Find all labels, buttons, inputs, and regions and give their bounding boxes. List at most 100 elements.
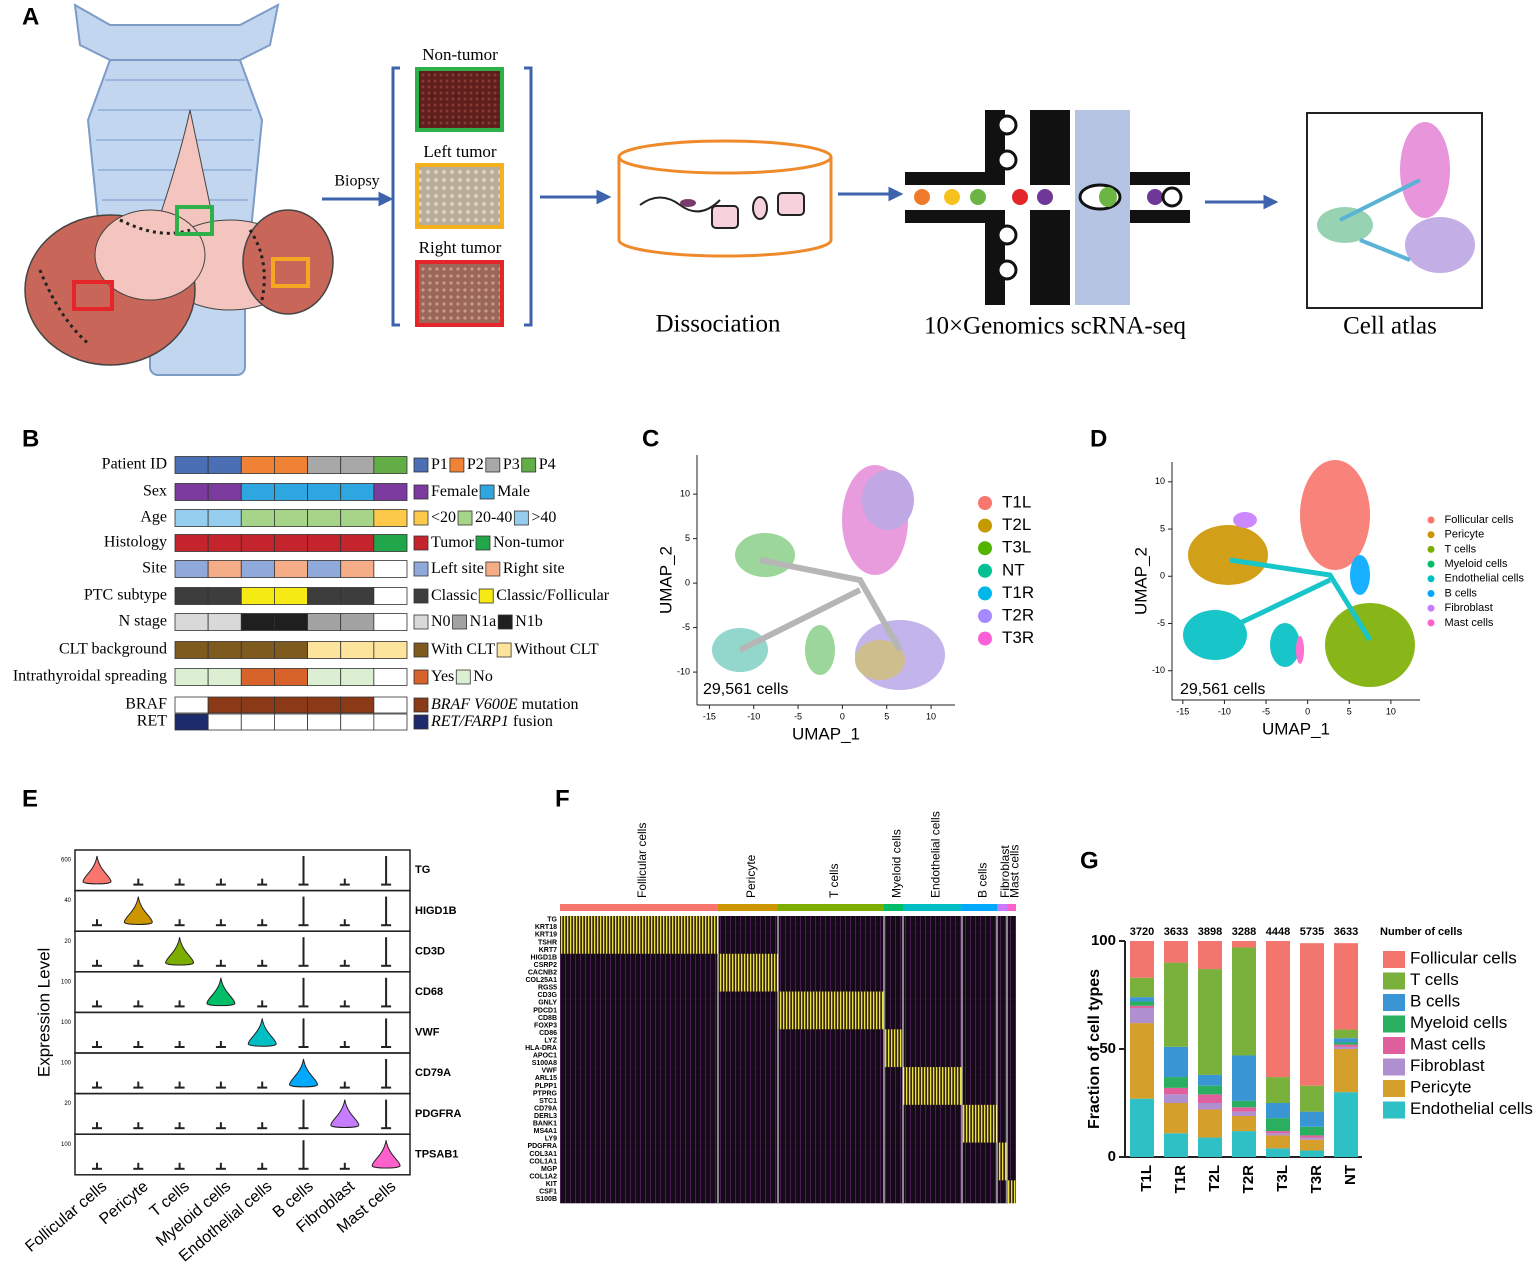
- umap-d-clusters: [1183, 460, 1415, 687]
- heatmap-cell: [903, 1036, 962, 1045]
- legend-swatch: [485, 457, 501, 473]
- x-tick-label: T1R: [1172, 1165, 1189, 1194]
- heatmap-cell: [962, 961, 997, 970]
- heatmap-cell: [718, 961, 778, 970]
- gene-label: CD86: [539, 1030, 557, 1037]
- gene-label: KRT7: [539, 947, 557, 954]
- heatmap-cell: [718, 938, 778, 947]
- violin-row: [74, 849, 411, 892]
- heatmap-cell: [962, 1067, 997, 1075]
- heatmap-cell: [1007, 931, 1016, 939]
- annotation-cell: [207, 613, 242, 631]
- legend-text: Follicular cells: [1410, 948, 1517, 967]
- heatmap-cell: [884, 1074, 903, 1083]
- annotation-cell: [274, 560, 308, 578]
- cell-atlas-thumbnail: [1306, 112, 1483, 309]
- legend-text: >40: [531, 509, 556, 526]
- panel-label: C: [642, 425, 659, 452]
- legend-text: Tumor: [431, 534, 475, 551]
- heatmap-cell: [718, 1172, 778, 1181]
- legend-dot: [1427, 619, 1435, 627]
- annotation: 29,561 cells: [1180, 681, 1265, 698]
- bar-segment: [1130, 1005, 1154, 1008]
- heatmap-cell: [718, 1067, 778, 1075]
- heatmap-cell: [997, 1014, 1007, 1023]
- heatmap-cell: [778, 1142, 884, 1151]
- gene-label: CD8B: [538, 1015, 557, 1022]
- legend-text: P4: [539, 456, 556, 473]
- heatmap-cell: [1007, 1195, 1016, 1204]
- heatmap-cell: [560, 968, 718, 977]
- legend-text-part: Tumor: [431, 534, 475, 551]
- annotation-cell: [373, 713, 408, 731]
- heatmap-cell: [903, 1059, 962, 1068]
- heatmap-cell: [778, 916, 884, 924]
- bar-segment: [1334, 1044, 1358, 1047]
- violin-row: [74, 1011, 411, 1054]
- x-tick-label: 10: [926, 711, 936, 721]
- heatmap-cell: [903, 1082, 962, 1091]
- x-tick-label: -10: [747, 711, 760, 721]
- heatmap-cell: [962, 983, 997, 992]
- bar-segment: [1266, 1077, 1290, 1103]
- row-label: Intrathyroidal spreading: [13, 668, 167, 685]
- step-label: 10×Genomics scRNA-seq: [924, 313, 1186, 340]
- heatmap-cell: [962, 1029, 997, 1038]
- heatmap-cell: [903, 1180, 962, 1189]
- row-label: Age: [140, 509, 167, 526]
- annotation-cell: [207, 713, 242, 731]
- annotation-cell: [340, 587, 375, 605]
- legend-swatch: [479, 484, 495, 500]
- heatmap-cell: [560, 1097, 718, 1106]
- panel-label: E: [22, 785, 38, 812]
- heatmap-cell: [884, 1187, 903, 1196]
- annotation-cell: [174, 713, 209, 731]
- legend-text-part: N0: [431, 613, 451, 630]
- microfluidic-chip: [905, 110, 1190, 305]
- annotation-cell: [207, 560, 242, 578]
- heatmap-cell: [997, 999, 1007, 1007]
- annotation-cell: [274, 534, 308, 552]
- heatmap-cell: [903, 999, 962, 1007]
- heatmap-cell: [778, 953, 884, 962]
- violin: [123, 896, 153, 925]
- legend-swatch: [413, 484, 429, 500]
- heatmap-cell: [718, 1059, 778, 1068]
- thyroid-illustration: [24, 3, 334, 376]
- annotation-cell: [373, 668, 408, 686]
- legend-text: P3: [503, 456, 520, 473]
- heatmap-cell: [778, 1044, 884, 1053]
- heatmap-cell: [962, 1142, 997, 1151]
- heatmap-cell: [903, 1142, 962, 1151]
- gene-label: PTPRG: [533, 1090, 558, 1097]
- legend-text-part: Classic: [431, 587, 477, 604]
- heatmap-cell: [884, 916, 903, 924]
- row-label: N stage: [119, 613, 167, 630]
- row-label: BRAF: [125, 696, 167, 713]
- y-tick-label: -10: [677, 666, 690, 676]
- annotation-cell: [207, 483, 242, 501]
- heatmap-cell: [778, 931, 884, 939]
- bar-segment: [1130, 941, 1154, 978]
- bar-segment: [1164, 1133, 1188, 1157]
- heatmap-cell: [962, 946, 997, 955]
- heatmap-cell: [1007, 1112, 1016, 1121]
- heatmap-cell: [1007, 1029, 1016, 1038]
- group-label: T cells: [827, 864, 841, 898]
- annotation-cell: [240, 560, 275, 578]
- heatmap-cell: [884, 1014, 903, 1023]
- bar-segment: [1300, 1126, 1324, 1136]
- heatmap-cell: [997, 1165, 1007, 1174]
- group-bar: [1007, 904, 1016, 911]
- heatmap-cell: [997, 1127, 1007, 1136]
- legend-text: Fibroblast: [1445, 602, 1493, 614]
- heatmap-cell: [560, 1135, 718, 1143]
- heatmap-cell: [560, 999, 718, 1007]
- bar-segment: [1232, 941, 1256, 948]
- violin: [371, 1140, 401, 1169]
- heatmap-cell: [560, 1112, 718, 1121]
- bar-segment: [1164, 941, 1188, 963]
- legend-text-part: >40: [531, 509, 556, 526]
- gene-label: TG: [547, 917, 557, 924]
- heatmap-cell: [903, 976, 962, 985]
